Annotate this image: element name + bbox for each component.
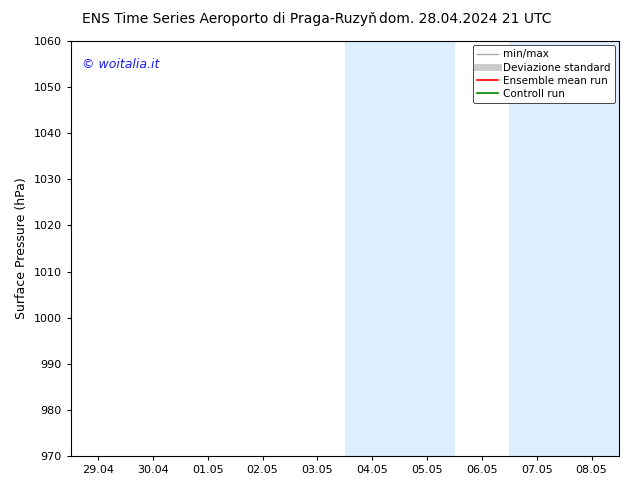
Bar — [509, 41, 619, 456]
Text: © woitalia.it: © woitalia.it — [82, 58, 159, 71]
Legend: min/max, Deviazione standard, Ensemble mean run, Controll run: min/max, Deviazione standard, Ensemble m… — [473, 45, 615, 103]
Text: ENS Time Series Aeroporto di Praga-Ruzyň: ENS Time Series Aeroporto di Praga-Ruzyň — [82, 12, 377, 26]
Text: dom. 28.04.2024 21 UTC: dom. 28.04.2024 21 UTC — [379, 12, 552, 26]
Bar — [345, 41, 455, 456]
Y-axis label: Surface Pressure (hPa): Surface Pressure (hPa) — [15, 178, 28, 319]
